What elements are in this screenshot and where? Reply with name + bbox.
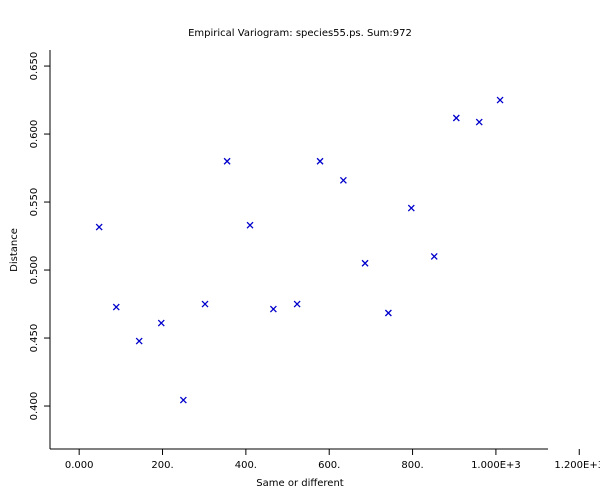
- scatter-point: [201, 300, 209, 308]
- x-tick-label: 800.: [401, 460, 423, 471]
- y-tick-label: 0.550: [29, 188, 40, 217]
- x-tick-label: 0.000: [65, 460, 94, 471]
- scatter-point: [135, 337, 143, 345]
- scatter-point: [223, 157, 231, 165]
- y-tick-label: 0.500: [29, 256, 40, 285]
- y-axis-label: Distance: [9, 228, 20, 272]
- scatter-point: [475, 118, 483, 126]
- scatter-point: [316, 157, 324, 165]
- scatter-point: [157, 319, 165, 327]
- y-tick-label: 0.450: [29, 324, 40, 353]
- x-tick-label: 1.000E+3: [471, 460, 521, 471]
- x-tick-label: 200.: [151, 460, 173, 471]
- x-tick-label: 400.: [235, 460, 257, 471]
- scatter-point: [95, 223, 103, 231]
- scatter-point: [430, 252, 438, 260]
- scatter-point: [293, 300, 301, 308]
- x-tick-label: 1.200E+3: [554, 460, 600, 471]
- scatter-point: [361, 259, 369, 267]
- y-tick-label: 0.600: [29, 120, 40, 149]
- scatter-point: [496, 96, 504, 104]
- y-tick-label: 0.650: [29, 52, 40, 81]
- scatter-point: [112, 303, 120, 311]
- scatter-point: [246, 221, 254, 229]
- scatter-point: [452, 114, 460, 122]
- scatter-point: [269, 305, 277, 313]
- x-tick-label: 600.: [318, 460, 340, 471]
- chart-title: Empirical Variogram: species55.ps. Sum:9…: [188, 28, 412, 39]
- x-axis-label: Same or different: [256, 478, 344, 489]
- scatter-point: [339, 176, 347, 184]
- scatter-point: [407, 204, 415, 212]
- y-tick-label: 0.400: [29, 392, 40, 421]
- scatter-point: [384, 309, 392, 317]
- scatter-point: [179, 396, 187, 404]
